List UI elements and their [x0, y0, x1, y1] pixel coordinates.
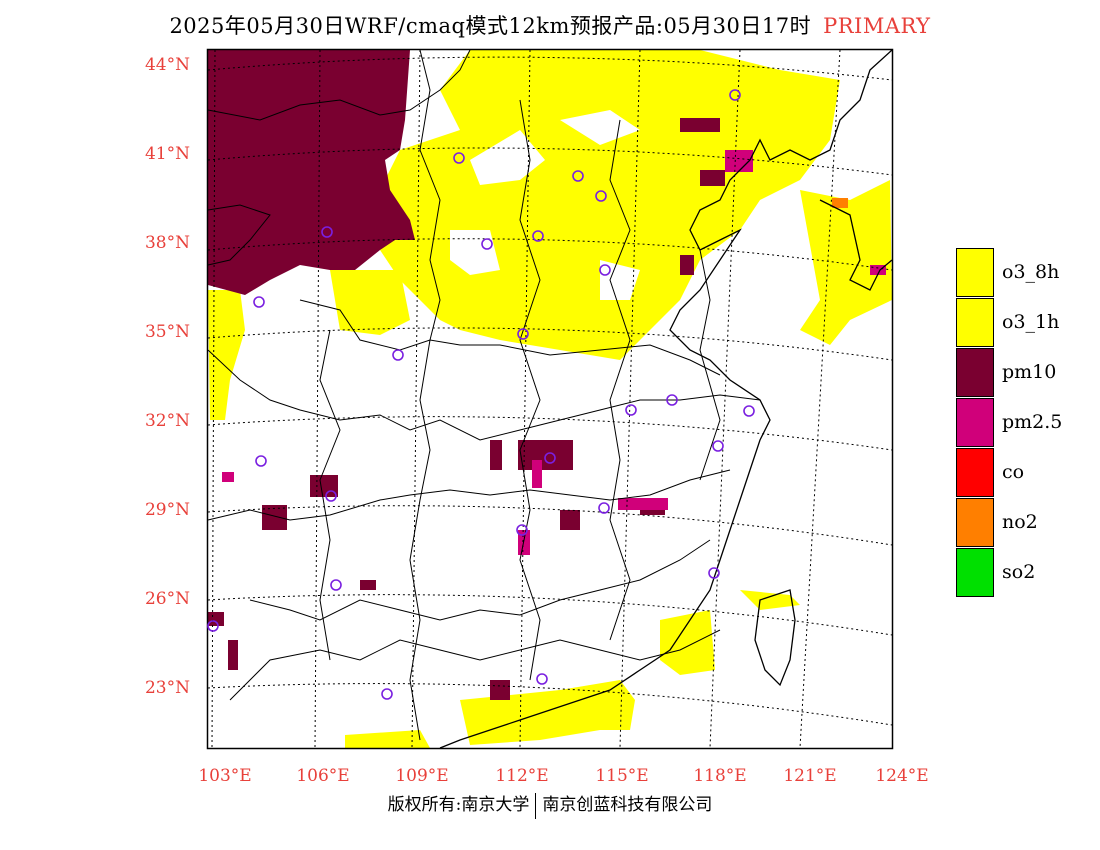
lon-label-109e: 109°E — [395, 766, 449, 786]
graticule — [207, 49, 893, 749]
primary-tag: PRIMARY — [823, 14, 931, 38]
legend-swatch — [956, 448, 994, 497]
lat-label-26n: 26°N — [144, 589, 190, 609]
legend-swatch — [956, 498, 994, 547]
pm25-region-layer — [222, 150, 886, 555]
legend-label: o3_8h — [1002, 261, 1060, 283]
legend-label: co — [1002, 461, 1025, 483]
legend-swatch — [956, 248, 994, 297]
no2-region-layer — [832, 198, 848, 208]
legend-swatch — [956, 548, 994, 597]
title-text: 2025年05月30日WRF/cmaq模式12km预报产品:05月30日17时 — [169, 14, 812, 38]
province-borders — [207, 49, 761, 741]
legend-swatch — [956, 348, 994, 397]
o3-region-layer — [208, 50, 892, 748]
lon-label-106e: 106°E — [296, 766, 350, 786]
footer-divider — [535, 792, 537, 819]
legend-swatch — [956, 298, 994, 347]
coastline — [439, 49, 893, 749]
lon-label-115e: 115°E — [595, 766, 649, 786]
map-title: 2025年05月30日WRF/cmaq模式12km预报产品:05月30日17时 P… — [0, 10, 1100, 40]
copyright-footer: 版权所有:南京大学 南京创蓝科技有限公司 — [0, 790, 1100, 819]
clear-patch-layer — [450, 110, 640, 300]
map-frame — [206, 48, 894, 750]
station-markers — [207, 89, 755, 700]
lon-label-103e: 103°E — [198, 766, 252, 786]
legend-label: o3_1h — [1002, 311, 1060, 333]
lat-label-35n: 35°N — [144, 322, 190, 342]
lat-label-38n: 38°N — [144, 233, 190, 253]
legend-label: so2 — [1002, 561, 1036, 583]
lat-label-32n: 32°N — [144, 411, 190, 431]
footer-left: 版权所有:南京大学 — [387, 795, 530, 815]
legend-label: pm2.5 — [1002, 411, 1063, 433]
lat-label-41n: 41°N — [144, 144, 190, 164]
legend-label: no2 — [1002, 511, 1038, 533]
legend-label: pm10 — [1002, 361, 1057, 383]
lat-label-29n: 29°N — [144, 500, 190, 520]
lat-label-23n: 23°N — [144, 678, 190, 698]
lon-label-118e: 118°E — [693, 766, 747, 786]
legend-swatch — [956, 398, 994, 447]
lon-label-121e: 121°E — [783, 766, 837, 786]
lat-label-44n: 44°N — [144, 55, 190, 75]
footer-right: 南京创蓝科技有限公司 — [542, 795, 713, 815]
lon-label-124e: 124°E — [875, 766, 929, 786]
lon-label-112e: 112°E — [495, 766, 549, 786]
